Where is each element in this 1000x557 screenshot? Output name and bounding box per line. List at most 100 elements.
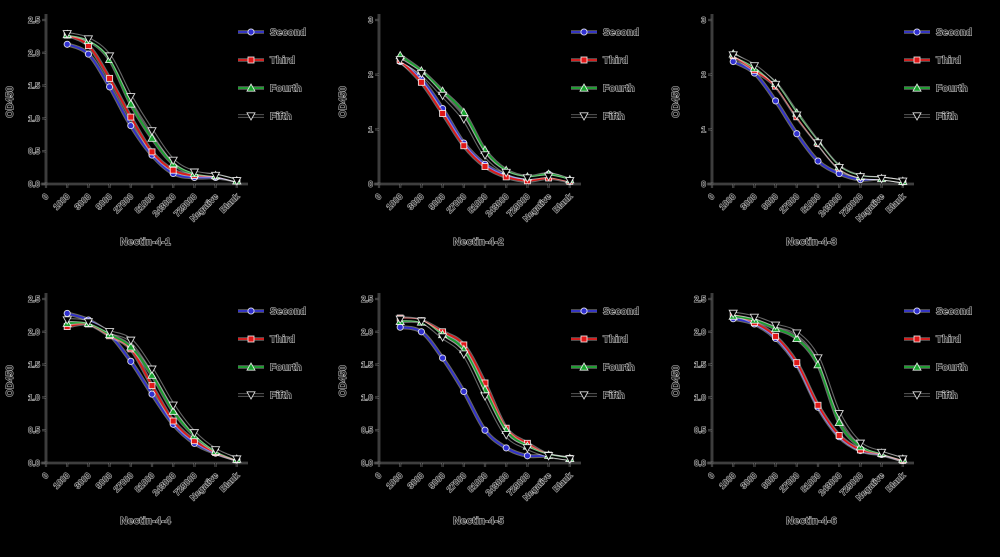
legend-label-fifth: Fifth <box>936 112 958 123</box>
data-point-second-9000 <box>439 354 447 362</box>
legend-label-fifth: Fifth <box>270 391 292 402</box>
data-point-second-81000 <box>148 390 156 398</box>
x-tick-label: 27000 <box>444 191 468 215</box>
y-tick-label: 2.0 <box>28 327 40 337</box>
data-point-fourth-243000 <box>834 417 844 426</box>
legend-marker-second <box>913 307 921 315</box>
legend-item-fifth: Fifth <box>904 111 958 123</box>
axes <box>41 293 248 467</box>
y-tick-label: 0.0 <box>361 458 373 468</box>
legend-label-third: Third <box>936 56 961 67</box>
data-point-fourth-81000 <box>147 370 157 379</box>
data-point-second-1000 <box>63 309 71 317</box>
data-point-fifth-243000 <box>168 401 178 411</box>
legend-label-fourth: Fourth <box>603 84 635 95</box>
data-point-second-9000 <box>106 83 114 91</box>
data-point-third-9000 <box>772 332 780 340</box>
data-point-third-27000 <box>460 142 468 150</box>
x-tick-label: Blank <box>551 470 575 494</box>
legend-label-second: Second <box>936 28 972 39</box>
legend-label-fifth: Fifth <box>936 391 958 402</box>
legend-label-third: Third <box>603 335 628 346</box>
chart-cell-nectin-4-1: 0.0 0.5 1.0 1.5 2.0 2.5 0 1000 3000 9000 27000 8100… <box>0 0 333 279</box>
y-tick-label: 1.5 <box>694 360 706 370</box>
y-axis-label: OD450 <box>5 86 16 118</box>
data-point-fifth-27000 <box>126 93 136 102</box>
data-point-fifth-negative <box>876 174 887 184</box>
data-point-fifth-negative <box>543 452 554 461</box>
y-tick-label: 1.5 <box>361 360 373 370</box>
data-point-second-243000 <box>502 444 510 452</box>
x-tick-label: 3000 <box>72 191 93 212</box>
x-tick-label: 27000 <box>777 470 801 494</box>
legend-marker-fifth <box>912 391 922 400</box>
y-tick-label: 2.0 <box>361 327 373 337</box>
legend: Second Third Fourth Fifth <box>571 27 640 123</box>
y-tick-label: 0.0 <box>694 458 706 468</box>
legend-item-fifth: Fifth <box>571 111 625 123</box>
legend-marker-third <box>580 56 588 64</box>
legend-label-third: Third <box>936 335 961 346</box>
chart-cell-nectin-4-4: 0.0 0.5 1.0 1.5 2.0 2.5 0 1000 3000 9000 27000 8100… <box>0 279 333 557</box>
y-tick-label: 1.0 <box>694 392 706 402</box>
legend-label-third: Third <box>270 56 295 67</box>
x-tick-label: 3000 <box>72 470 93 491</box>
legend-item-fourth: Fourth <box>238 362 302 374</box>
y-tick-label: 1 <box>701 124 706 134</box>
data-point-second-9000 <box>772 97 780 105</box>
data-point-fifth-729000 <box>189 168 200 178</box>
axes <box>707 14 914 188</box>
chart-cell-nectin-4-5: 0.0 0.5 1.0 1.5 2.0 2.5 0 1000 3000 9000 27000 8100… <box>333 279 666 557</box>
data-point-third-3000 <box>417 78 425 86</box>
data-point-second-1000 <box>63 40 71 48</box>
chart-title: Nectin-4-1 <box>120 236 171 248</box>
data-point-fourth-27000 <box>126 99 136 108</box>
legend-label-fourth: Fourth <box>936 84 968 95</box>
legend-marker-second <box>913 28 921 36</box>
y-tick-label: 0.5 <box>694 425 706 435</box>
data-point-fifth-729000 <box>855 439 866 449</box>
data-point-fifth-blank <box>565 177 575 186</box>
legend-marker-fourth <box>912 362 922 371</box>
data-point-fifth-9000 <box>104 52 115 62</box>
legend-marker-third <box>247 56 255 64</box>
legend-item-fourth: Fourth <box>904 83 968 95</box>
data-point-fifth-negative <box>876 448 887 458</box>
data-point-fifth-81000 <box>147 365 157 375</box>
data-point-fifth-729000 <box>189 429 200 438</box>
data-point-fifth-1000 <box>395 56 405 65</box>
legend: Second Third Fourth Fifth <box>904 306 973 402</box>
data-point-second-3000 <box>417 328 425 336</box>
x-tick-label: 0 <box>373 191 384 202</box>
data-point-fifth-negative <box>543 172 554 182</box>
data-point-second-81000 <box>814 157 822 165</box>
legend-item-fifth: Fifth <box>238 111 292 123</box>
data-point-third-81000 <box>814 401 822 409</box>
data-point-fourth-81000 <box>147 133 157 142</box>
y-tick-label: 0.0 <box>28 458 40 468</box>
x-tick-label: 3000 <box>738 191 759 212</box>
legend-item-fifth: Fifth <box>904 390 958 402</box>
data-point-fifth-blank <box>898 455 908 464</box>
y-tick-label: 0 <box>701 179 706 189</box>
data-point-second-27000 <box>460 387 468 396</box>
x-tick-label: 27000 <box>777 191 801 215</box>
legend-marker-second <box>580 28 588 36</box>
y-tick-label: 1.0 <box>28 392 40 402</box>
data-point-fifth-9000 <box>770 80 781 90</box>
data-point-second-729000 <box>523 452 531 460</box>
data-point-fifth-81000 <box>480 151 490 160</box>
data-point-third-243000 <box>835 431 843 439</box>
legend-marker-fifth <box>579 391 589 400</box>
legend-label-second: Second <box>603 307 639 318</box>
data-point-fifth-729000 <box>522 444 533 453</box>
data-point-third-243000 <box>169 166 177 174</box>
data-point-fifth-3000 <box>416 317 427 327</box>
legend-item-third: Third <box>571 334 629 346</box>
legend-item-third: Third <box>904 55 962 67</box>
y-tick-label: 0.5 <box>361 425 373 435</box>
legend-marker-fourth <box>246 362 256 371</box>
data-point-second-27000 <box>127 357 135 365</box>
